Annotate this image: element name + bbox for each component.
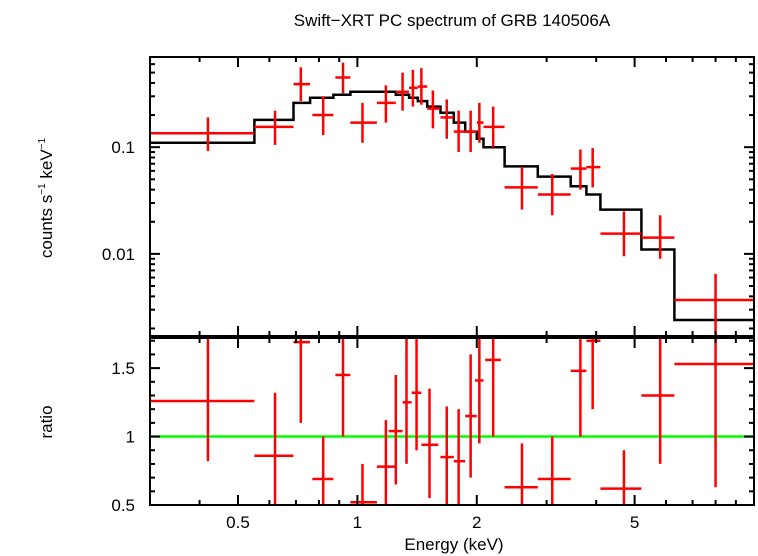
- ratio-y-tick-label: 1: [126, 428, 135, 447]
- ratio-point-17: [504, 443, 538, 505]
- spectrum-point-6: [350, 102, 377, 143]
- ratio-point-23: [674, 338, 754, 488]
- spectrum-point-2: [254, 110, 294, 145]
- ratio-point-15: [475, 338, 484, 444]
- x-tick-label: 1: [353, 513, 362, 532]
- spectrum-y-axis-label: counts s−1 keV−1: [37, 137, 56, 258]
- ratio-point-19: [570, 338, 587, 437]
- model-step-line: [150, 90, 754, 322]
- spectrum-point-10: [417, 68, 428, 105]
- x-axis-label: Energy (keV): [404, 535, 503, 554]
- spectrum-point-8: [395, 72, 410, 111]
- spectrum-y-tick-label: 0.01: [102, 245, 135, 264]
- ratio-point-20: [586, 338, 601, 410]
- ylabel-sup-1: −1: [37, 183, 48, 195]
- spectrum-panel: [150, 62, 754, 336]
- ratio-point-5: [335, 338, 351, 437]
- spectrum-point-22: [641, 215, 675, 259]
- spectrum-point-21: [600, 211, 642, 257]
- spectrum-point-23: [674, 273, 754, 336]
- spectrum-point-15: [476, 102, 484, 143]
- ratio-point-9: [402, 338, 412, 464]
- ratio-y-axis-label: ratio: [37, 405, 56, 438]
- ratio-point-7: [376, 420, 396, 505]
- spectrum-y-tick-label: 0.1: [111, 138, 135, 157]
- ylabel-part-1: counts s: [37, 195, 56, 258]
- spectrum-point-13: [453, 110, 466, 153]
- ratio-point-8: [388, 374, 403, 485]
- ratio-point-12: [440, 406, 454, 505]
- x-tick-label: 5: [630, 513, 639, 532]
- spectrum-point-19: [570, 149, 587, 190]
- spectrum-point-1: [150, 117, 255, 152]
- spectrum-point-3: [293, 67, 311, 102]
- ratio-point-18: [537, 436, 571, 505]
- spectrum-point-12: [440, 99, 454, 139]
- ratio-point-6: [350, 463, 377, 505]
- ratio-point-21: [600, 450, 642, 505]
- spectrum-panel-frame: [149, 56, 755, 337]
- ratio-panel: [150, 338, 754, 505]
- x-tick-label: 2: [472, 513, 481, 532]
- ratio-point-16: [485, 338, 501, 437]
- ratio-point-1: [150, 338, 255, 462]
- spectrum-point-20: [586, 148, 601, 188]
- spectrum-point-7: [376, 85, 396, 123]
- ylabel-sup-2: −1: [37, 137, 48, 149]
- spectrum-point-5: [335, 62, 351, 94]
- spectrum-point-17: [504, 167, 538, 210]
- chart-title: Swift−XRT PC spectrum of GRB 140506A: [294, 11, 611, 30]
- spectrum-point-14: [465, 110, 477, 153]
- ratio-point-11: [421, 388, 439, 499]
- spectrum-point-16: [483, 106, 505, 148]
- spectrum-point-4: [312, 96, 334, 136]
- ratio-point-10: [411, 338, 422, 451]
- ratio-point-13: [453, 409, 466, 505]
- ratio-point-2: [254, 392, 294, 505]
- ratio-point-14: [465, 354, 477, 478]
- spectrum-point-11: [427, 90, 441, 129]
- ratio-panel-frame: [149, 337, 755, 506]
- x-tick-label: 0.5: [226, 513, 250, 532]
- spectrum-point-9: [409, 69, 418, 107]
- ratio-y-tick-label: 1.5: [111, 359, 135, 378]
- ylabel-part-2: keV: [37, 149, 56, 184]
- ratio-point-22: [641, 338, 675, 464]
- ratio-point-4: [312, 436, 334, 505]
- ratio-point-3: [293, 338, 311, 423]
- ratio-y-tick-label: 0.5: [111, 496, 135, 515]
- spectrum-point-18: [537, 174, 571, 216]
- chart-axes: 0.5 1 2 5 0.1 0.01 0.5 1 1.5: [102, 56, 755, 532]
